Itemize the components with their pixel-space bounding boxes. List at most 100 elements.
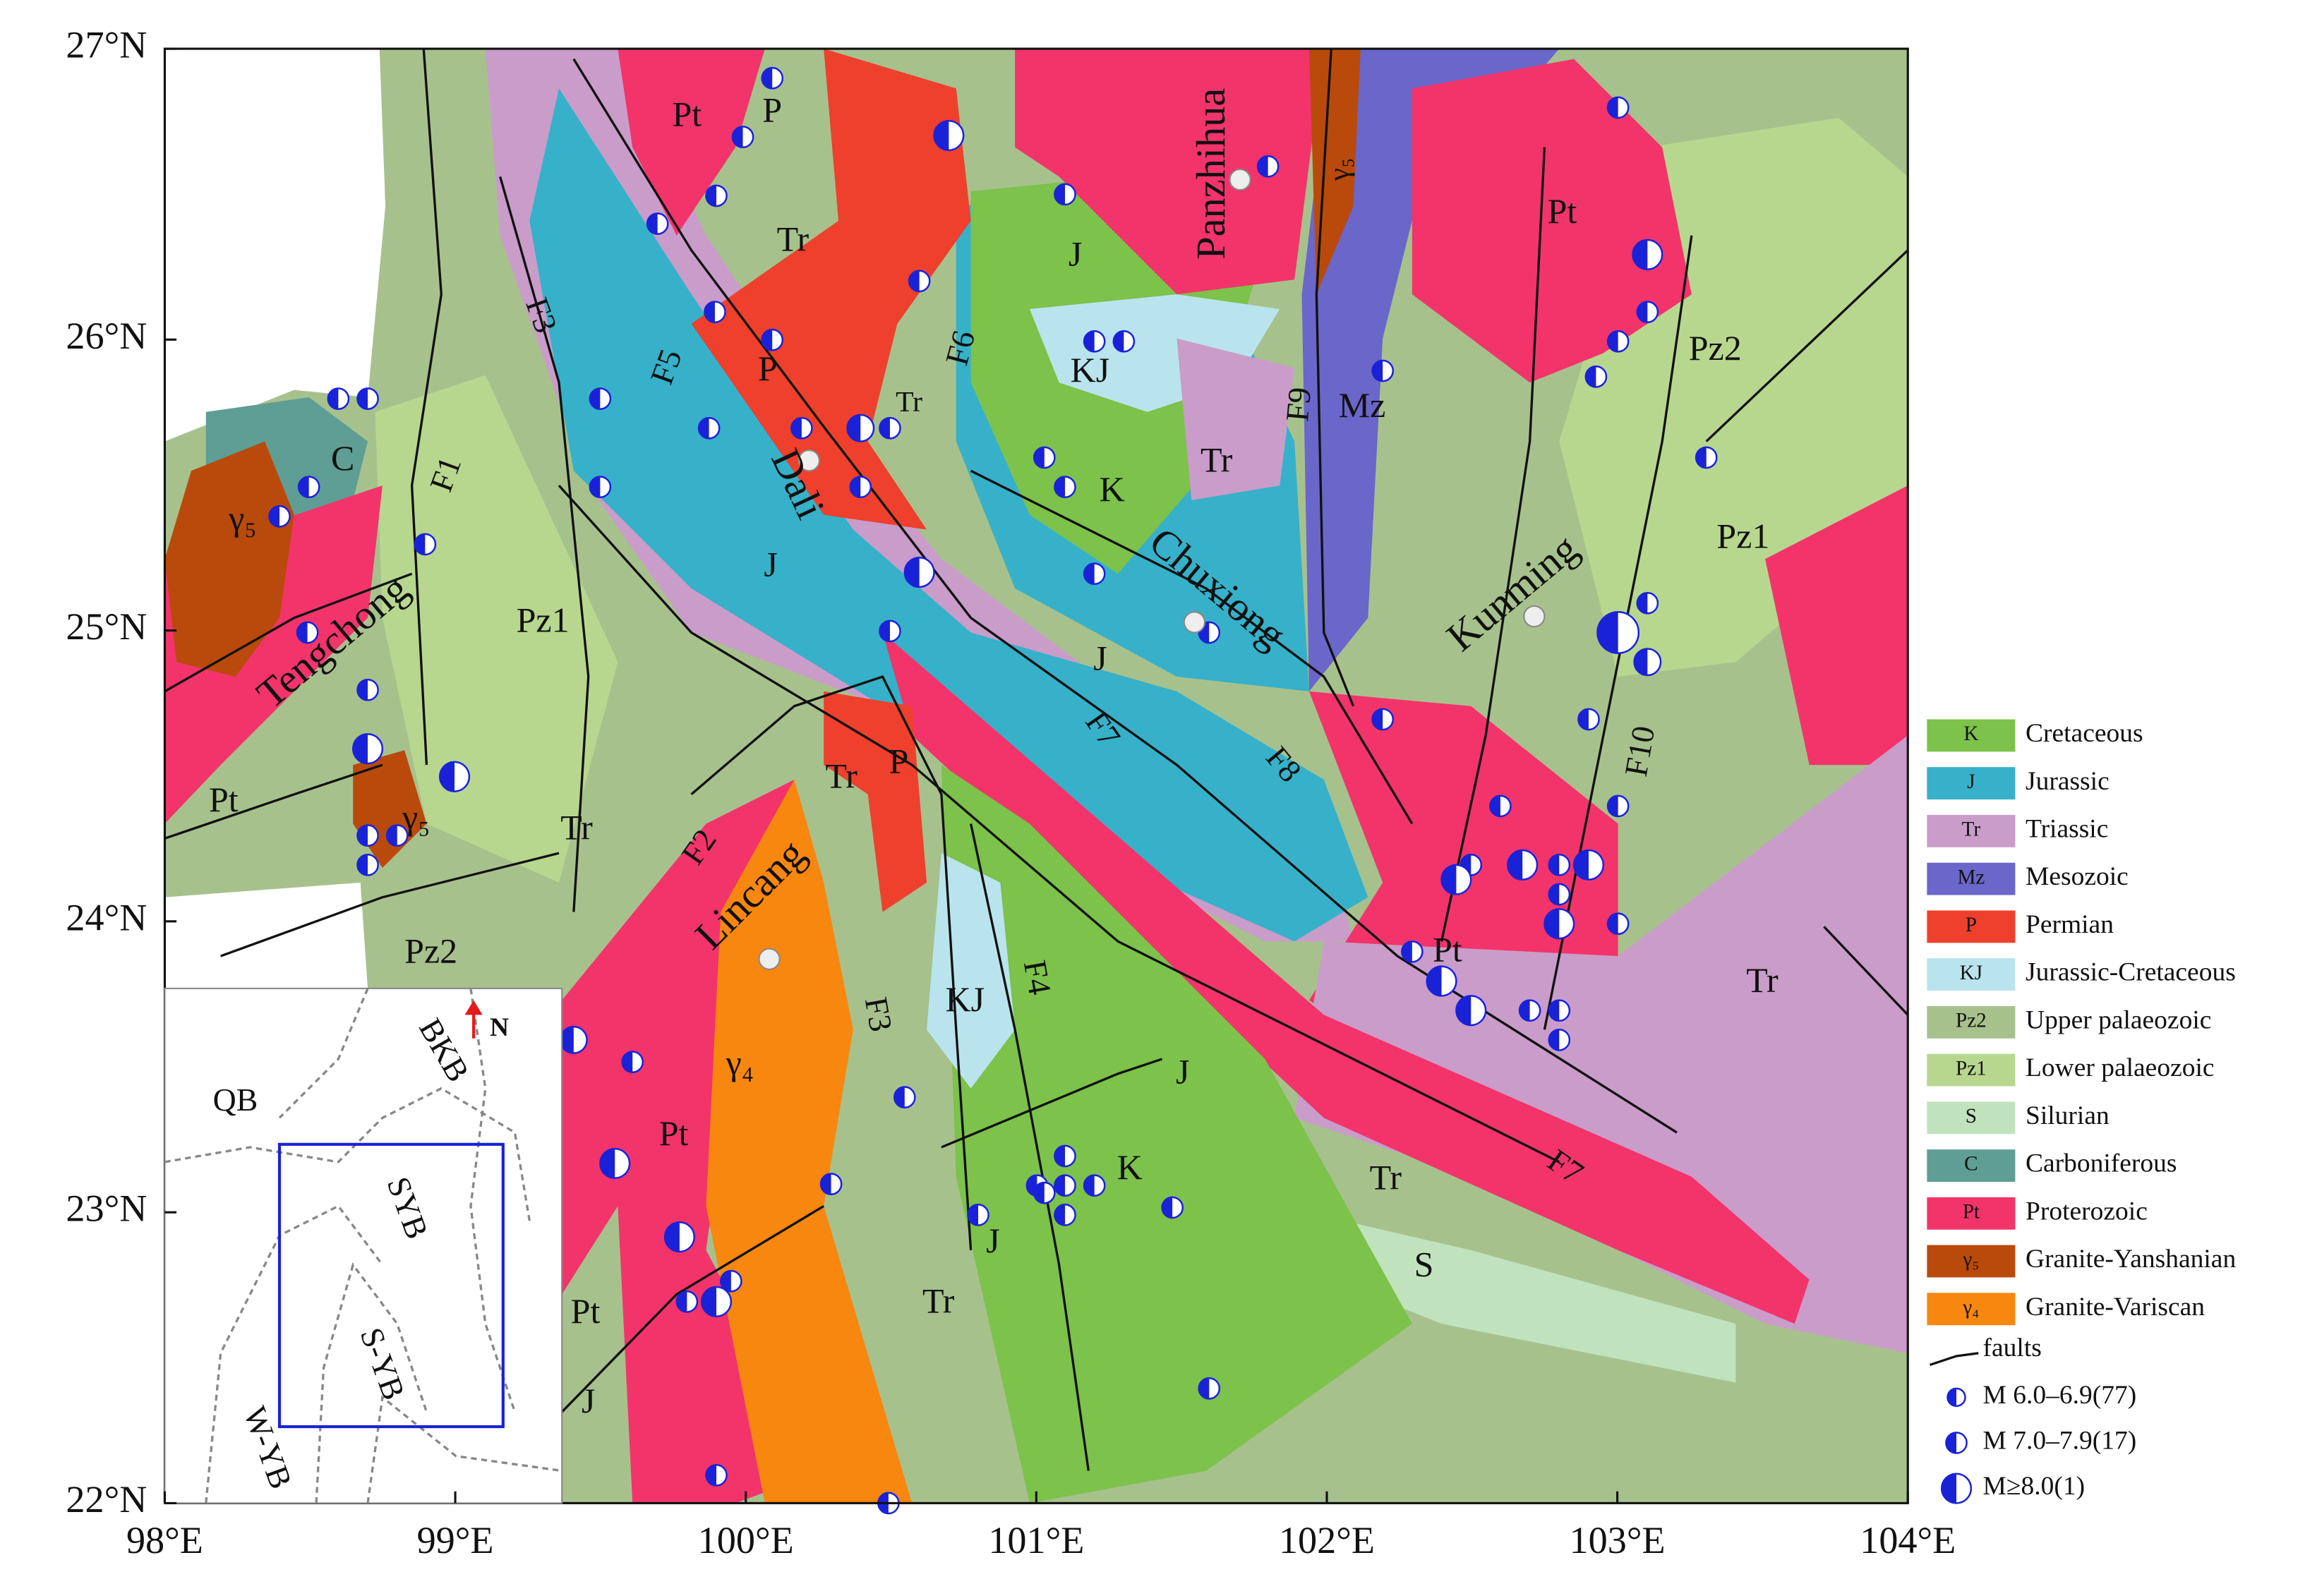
inset-boundary xyxy=(278,988,369,1119)
earthquake-fill xyxy=(1372,708,1383,730)
fault-line xyxy=(410,48,443,766)
earthquake-fill xyxy=(1034,1183,1045,1204)
earthquake-fill xyxy=(622,1051,633,1072)
unit-label: Pz2 xyxy=(404,931,457,970)
earthquake-fill xyxy=(1548,883,1560,905)
earthquake-fill xyxy=(894,1087,905,1108)
earthquake-fill xyxy=(1198,1378,1210,1399)
unit-label: γ₅ xyxy=(1323,158,1355,182)
fault-label: F3 xyxy=(858,994,900,1034)
fault-line xyxy=(164,763,383,840)
inset-boundary xyxy=(164,1087,531,1221)
unit-label: γ₅ xyxy=(228,499,257,538)
inset-boundary xyxy=(366,1395,562,1504)
unit-g5 xyxy=(164,441,294,677)
inset-north: N xyxy=(490,1013,509,1042)
unit-label: γ₄ xyxy=(726,1043,754,1082)
unit-label: Tr xyxy=(560,807,593,847)
unit-label: Tr xyxy=(1746,960,1779,1000)
earthquake-fill xyxy=(762,330,773,351)
earthquake-fill xyxy=(1578,708,1589,730)
x-tick-label: 103°E xyxy=(1570,1519,1666,1561)
unit-label: J xyxy=(764,544,777,584)
y-tick-label: 24°N xyxy=(66,896,147,938)
legend-name: Permian xyxy=(2026,910,2114,939)
legend-swatch xyxy=(1927,814,2016,847)
unit-p xyxy=(824,691,927,912)
legend-swatch xyxy=(1927,719,2016,752)
city-dot xyxy=(798,449,820,472)
unit-label: J xyxy=(1093,639,1107,678)
unit-label: Pt xyxy=(659,1113,689,1153)
unit-g4 xyxy=(706,779,913,1504)
x-tick-label: 100°E xyxy=(698,1519,794,1561)
earthquake-fill xyxy=(440,761,455,792)
unit-label: Pt xyxy=(1433,929,1462,969)
earthquake-fill xyxy=(665,1222,680,1252)
city-dot xyxy=(1183,611,1206,634)
unit-label: Pt xyxy=(571,1291,601,1331)
unit-label: P xyxy=(758,349,778,388)
earthquake-fill xyxy=(847,415,861,442)
earthquake-fill xyxy=(676,1291,687,1312)
earthquake-fill xyxy=(1258,156,1268,177)
unit-pt xyxy=(882,632,1810,1324)
unit-tr xyxy=(1176,338,1295,500)
earthquake-fill xyxy=(699,418,709,439)
earthquake-fill xyxy=(934,121,949,150)
x-tick-label: 98°E xyxy=(126,1519,203,1561)
x-tick-label: 99°E xyxy=(417,1519,494,1561)
legend-name: Silurian xyxy=(2026,1101,2110,1130)
earthquake-fill xyxy=(1548,854,1560,876)
study-area-box xyxy=(277,1142,505,1429)
inset-boundary xyxy=(315,1262,428,1504)
legend-code: K xyxy=(1963,723,1978,745)
earthquake-fill xyxy=(762,68,773,89)
unit-tr xyxy=(1294,735,1908,1353)
legend: K Cretaceous J Jurassic Tr Triassic Mz Mesozoic… xyxy=(1927,719,2236,1504)
unit-label: Pt xyxy=(1548,191,1577,231)
legend-swatch xyxy=(1927,1245,2016,1278)
legend-name: Upper palaeozoic xyxy=(2026,1005,2211,1034)
legend-code: J xyxy=(1967,770,1975,793)
legend-code: Pz2 xyxy=(1956,1010,1987,1032)
legend-name: Jurassic xyxy=(2026,767,2110,796)
unit-label: Pz1 xyxy=(517,600,570,640)
legend-code: Tr xyxy=(1962,818,1981,841)
y-tick-label: 25°N xyxy=(66,605,147,648)
unit-label: Tr xyxy=(922,1281,955,1321)
earthquake-fill xyxy=(909,270,920,291)
unit-label: P xyxy=(889,742,909,781)
unit-label: K xyxy=(1100,469,1125,509)
earthquake-fill xyxy=(1084,331,1095,352)
fault-line xyxy=(164,572,413,693)
earthquake-fill xyxy=(1946,1432,1957,1453)
earthquake-fill xyxy=(704,301,715,322)
earthquake-fill xyxy=(1608,97,1618,119)
earthquake-fill xyxy=(1034,447,1045,468)
earthquake-fill xyxy=(1054,1175,1065,1196)
unit-g5 xyxy=(1308,49,1361,295)
earthquake-fill xyxy=(1696,447,1707,468)
unit-label: J xyxy=(1069,234,1082,274)
earthquake-fill xyxy=(589,388,601,409)
earthquake-fill xyxy=(1084,563,1095,584)
north-arrow-head xyxy=(464,1000,483,1015)
unit-blank xyxy=(164,49,386,442)
city-dot xyxy=(1229,168,1251,191)
earthquake-fill xyxy=(1054,1145,1065,1167)
x-tick-label: 101°E xyxy=(988,1519,1084,1561)
earthquake-fill xyxy=(299,476,309,497)
earthquake-fill xyxy=(327,388,339,409)
unit-label: Tr xyxy=(1370,1157,1402,1197)
y-tick-label: 23°N xyxy=(66,1187,147,1230)
unit-mz xyxy=(1301,49,1560,691)
earthquake-fill xyxy=(1402,941,1412,962)
unit-pz1 xyxy=(375,375,618,883)
earthquake-fill xyxy=(357,825,368,846)
earthquake-fill xyxy=(1548,1029,1560,1051)
legend-code: γ₄ xyxy=(1962,1296,1979,1319)
legend-name: Jurassic-Cretaceous xyxy=(2026,958,2236,987)
fault-label: F9 xyxy=(1279,386,1318,423)
